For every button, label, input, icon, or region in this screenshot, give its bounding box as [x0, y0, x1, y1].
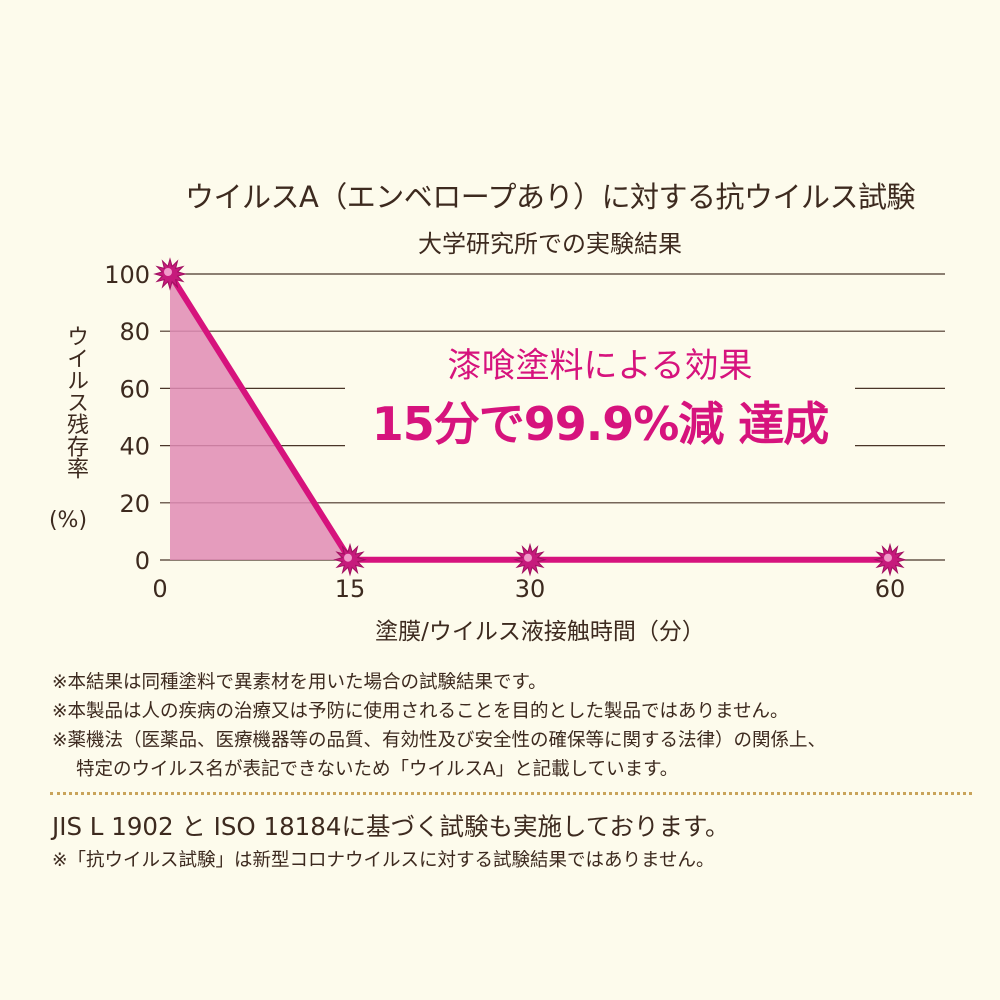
y-tick-label: 60	[119, 375, 150, 403]
x-tick-label: 15	[335, 575, 366, 603]
marker-highlight	[524, 553, 532, 562]
jis-iso-statement: JIS L 1902 と ISO 18184に基づく試験も実施しております。	[52, 812, 730, 841]
callout-background	[345, 332, 855, 450]
y-tick-label: 40	[119, 433, 150, 461]
footnote: ※薬機法（医薬品、医療機器等の品質、有効性及び安全性の確保等に関する法律）の関係…	[52, 730, 827, 751]
footnote: ※本製品は人の疾病の治療又は予防に使用されることを目的とした製品ではありません。	[52, 701, 789, 722]
footnote: 特定のウイルス名が表記できないため「ウイルスA」と記載しています。	[76, 759, 679, 780]
footnote: ※本結果は同種塗料で異素材を用いた場合の試験結果です。	[52, 672, 547, 693]
chart-title: ウイルスA（エンベロープあり）に対する抗ウイルス試験	[184, 180, 916, 214]
x-axis-label: 塗膜/ウイルス液接触時間（分）	[375, 619, 705, 645]
disclaimer-note: ※「抗ウイルス試験」は新型コロナウイルスに対する試験結果ではありません。	[52, 850, 715, 871]
y-tick-labels: 0 20 40 60 80 100	[104, 261, 150, 575]
x-tick-label: 0	[152, 575, 167, 603]
y-axis-unit: (%)	[48, 508, 88, 533]
chart-subtitle: 大学研究所での実験結果	[418, 230, 682, 258]
y-tick-label: 100	[104, 261, 150, 289]
data-markers	[153, 257, 907, 577]
marker-highlight	[344, 553, 352, 562]
y-tick-label: 20	[119, 490, 150, 518]
series-polyline	[167, 272, 890, 563]
x-tick-label: 30	[515, 575, 546, 603]
marker-highlight	[884, 553, 892, 562]
marker-highlight	[164, 268, 172, 276]
series-line	[167, 272, 890, 563]
y-axis-label: ウイルス残存率	[63, 325, 88, 479]
callout-headline: 15分で99.9%減 達成	[371, 397, 830, 451]
callout-mask	[345, 332, 855, 450]
callout-subtitle: 漆喰塗料による効果	[447, 346, 753, 386]
footnotes: ※本結果は同種塗料で異素材を用いた場合の試験結果です。 ※本製品は人の疾病の治療…	[52, 668, 972, 784]
y-tick-label: 80	[119, 318, 150, 346]
x-tick-labels: 0 15 30 60	[152, 575, 905, 603]
dotted-divider	[50, 792, 972, 795]
x-tick-label: 60	[875, 575, 906, 603]
y-tick-label: 0	[135, 547, 150, 575]
